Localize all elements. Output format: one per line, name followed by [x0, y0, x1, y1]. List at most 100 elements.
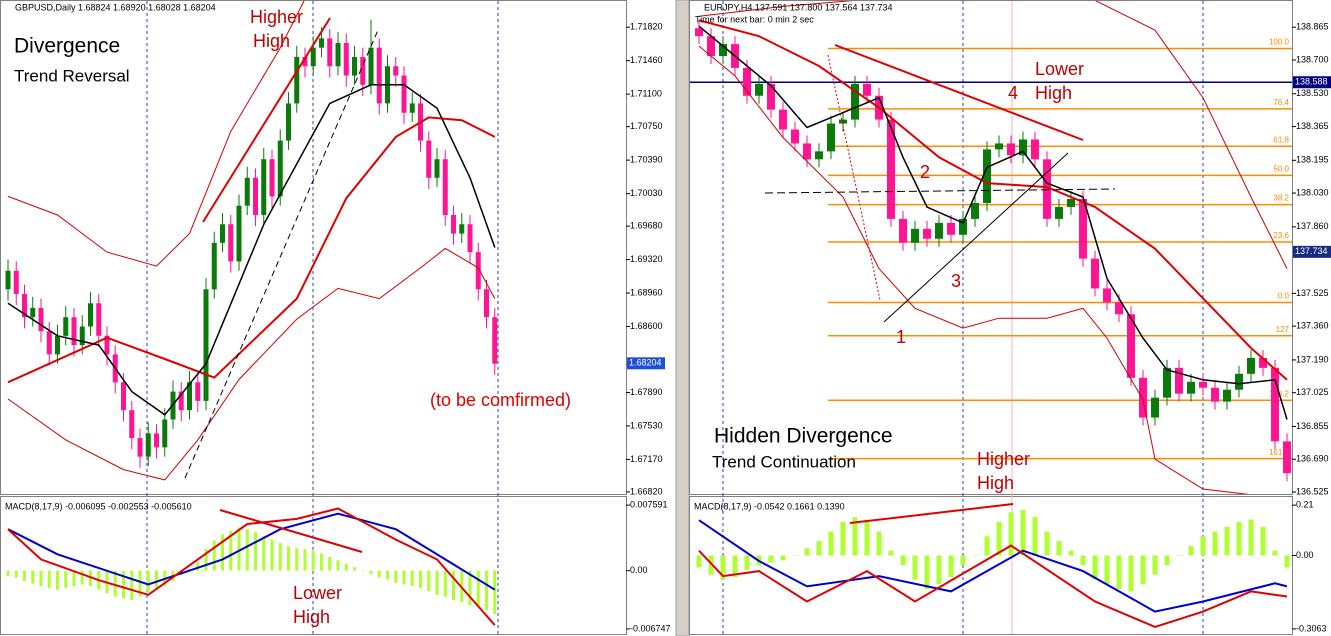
macd-header: MACD(8,17,9) -0.0542 0.1661 0.1390 [694, 501, 845, 511]
histogram-bar [1140, 555, 1146, 585]
chart-subheader: Time for next bar: 0 min 2 sec [695, 14, 814, 24]
histogram-bar [419, 570, 422, 588]
y-tick-label: 138.365 [1296, 121, 1329, 131]
candle-body [1187, 381, 1195, 394]
indicator-line [7, 84, 496, 416]
y-tick-label: 1.67530 [630, 420, 663, 430]
candle-body [707, 36, 715, 57]
trend-drawing [883, 152, 1069, 323]
trend-drawing [219, 509, 363, 553]
y-tick-label: 1.66820 [630, 486, 663, 496]
histogram-bar [1212, 531, 1218, 556]
histogram-bar [229, 530, 233, 571]
candle-body [492, 317, 498, 364]
y-tick-label: 138.195 [1296, 155, 1329, 165]
histogram-bar [1020, 509, 1026, 556]
candle-body [129, 410, 135, 439]
histogram-bar [912, 555, 918, 580]
histogram-bar [948, 555, 954, 578]
fib-label: 23.6 [1273, 231, 1289, 240]
histogram-bar [1032, 517, 1038, 556]
histogram-bar [146, 570, 150, 593]
histogram-bar [1116, 555, 1122, 590]
annotation: 4 [1008, 83, 1018, 103]
histogram-bar [1080, 555, 1086, 566]
histogram-bar [402, 570, 406, 585]
price-plot [5, 1, 498, 481]
histogram-bar [485, 570, 488, 611]
candle-body [30, 307, 36, 318]
histogram-bar [212, 540, 216, 571]
candle-body [899, 218, 907, 243]
y-tick-label: 0.00 [1296, 550, 1314, 560]
histogram-bar [1236, 521, 1242, 556]
histogram-bar [295, 548, 299, 571]
candle-body [971, 203, 979, 219]
candle-body [46, 331, 52, 355]
candle-body [467, 224, 473, 253]
indicator-line [7, 116, 496, 384]
histogram-bar [270, 539, 274, 571]
candle-body [71, 317, 77, 346]
histogram-bar [816, 541, 822, 556]
indicator-line [698, 544, 1288, 628]
annotation: Trend Reversal [14, 66, 130, 85]
histogram-bar [1248, 519, 1254, 556]
candle-body [1199, 381, 1207, 388]
histogram-bar [386, 570, 389, 580]
candle-body [1103, 288, 1111, 303]
candle-body [475, 252, 481, 290]
trend-drawing [834, 44, 1084, 141]
histogram-bar [427, 570, 431, 592]
histogram-bar [410, 570, 414, 587]
histogram-bar [64, 570, 68, 588]
indicator-line [7, 247, 496, 481]
candle-body [154, 433, 159, 448]
histogram-bar [23, 570, 26, 582]
candle-body [983, 149, 991, 204]
candle-body [121, 382, 126, 411]
indicator-line [698, 25, 1288, 420]
annotation: 2 [920, 162, 930, 182]
histogram-bar [984, 536, 990, 556]
candle-body [277, 140, 283, 197]
candle-body [1115, 302, 1123, 315]
annotation: High [253, 31, 290, 51]
candle-body [236, 205, 242, 262]
candle-body [911, 228, 919, 243]
candle-body [1019, 139, 1027, 156]
histogram-bar [1044, 531, 1050, 556]
annotation: Hidden Divergence [714, 425, 893, 448]
candle-body [162, 419, 168, 448]
histogram-bar [960, 555, 966, 566]
candle-body [1055, 206, 1063, 219]
y-tick-label: -0.006747 [630, 623, 671, 633]
candle-body [1139, 377, 1147, 418]
y-tick-label: 138.030 [1296, 187, 1329, 197]
fib-label: 50.0 [1273, 165, 1289, 174]
histogram-bar [122, 570, 125, 599]
histogram-bar [237, 527, 241, 571]
price-label-box [627, 357, 665, 370]
histogram-bar [39, 570, 43, 587]
candle-body [743, 67, 751, 96]
y-tick-label: 136.525 [1296, 486, 1329, 496]
candle-body [1259, 357, 1267, 368]
candle-body [38, 307, 44, 332]
fib-label: 100.0 [1269, 38, 1290, 47]
histogram-bar [435, 570, 439, 595]
trend-drawing [849, 503, 1014, 524]
candle-body [401, 75, 407, 113]
y-tick-label: 0.007591 [630, 499, 668, 509]
histogram-bar [972, 555, 978, 556]
histogram-bar [1068, 550, 1074, 556]
candle-body [343, 43, 349, 76]
chart-header: EURJPY,H4 137.591 137.800 137.564 137.73… [704, 2, 893, 12]
candle-body [827, 123, 835, 152]
annotation: High [293, 607, 330, 627]
candle-body [203, 289, 209, 401]
candle-body [211, 242, 217, 290]
y-tick-label: 1.67890 [630, 387, 663, 397]
histogram-bar [1176, 555, 1182, 556]
y-tick-label: 136.855 [1296, 421, 1329, 431]
